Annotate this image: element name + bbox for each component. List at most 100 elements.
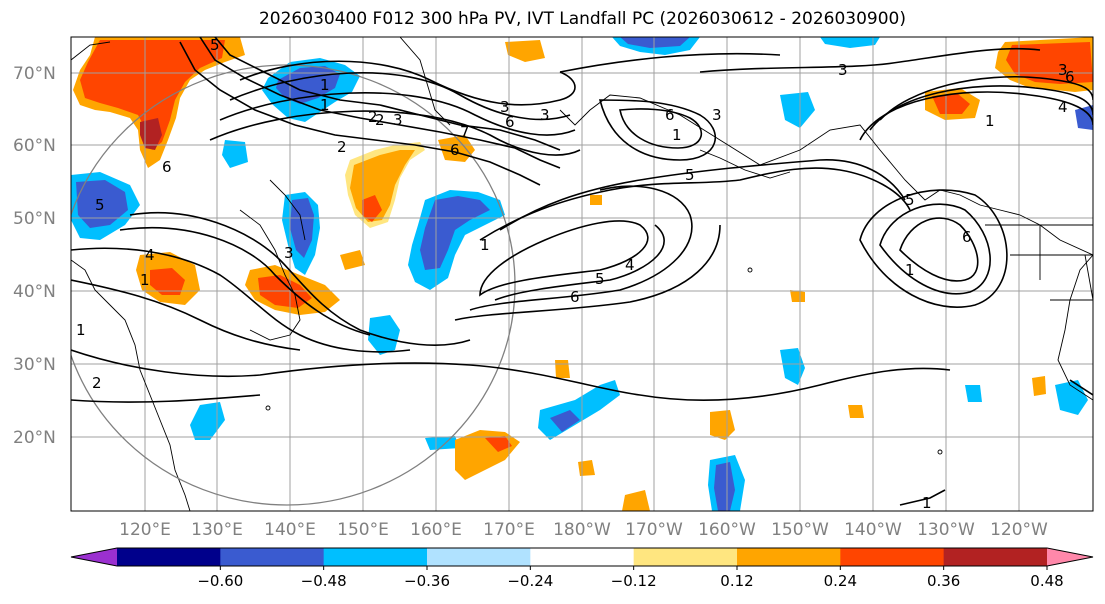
contour-label: 2: [375, 111, 385, 129]
contour-label: 3: [540, 106, 550, 124]
contour-label: 1: [320, 76, 330, 94]
fill-positive-core: [932, 94, 970, 114]
colorbar: −0.60 −0.48 −0.36 −0.24 −0.12 0.12 0.24 0.36 0.4…: [70, 547, 1094, 590]
colorbar-tick-label: 0.48: [1030, 572, 1063, 590]
fill-negative-region: [1075, 105, 1093, 130]
colorbar-outline: [70, 547, 1094, 567]
contour-label: 6: [570, 288, 580, 306]
fill-negative-region: [780, 348, 805, 385]
colorbar-segment: [840, 548, 945, 566]
colorbar-tick-label: −0.12: [611, 572, 657, 590]
colorbar-tick-label: −0.60: [197, 572, 243, 590]
contour-label: 1: [985, 112, 995, 130]
colorbar-extend-high: [1047, 548, 1093, 566]
colorbar-segment: [633, 548, 738, 566]
lon-label: 120°E: [119, 520, 171, 540]
map-content: 5 6 1 2 3 3 6 3 2 6 1 7 6 5 3 5 1 6 4 3 …: [71, 36, 1093, 512]
fill-negative-region: [190, 402, 225, 440]
lon-label: 160°E: [410, 520, 462, 540]
lon-label: 120°W: [990, 520, 1048, 540]
lat-label-20n: 20°N: [13, 428, 56, 448]
fill-positive-region: [340, 250, 365, 270]
colorbar-tick-label: −0.36: [404, 572, 450, 590]
fill-negative-core: [420, 196, 490, 270]
colorbar-segment: [737, 548, 841, 566]
contour-label: 5: [95, 196, 105, 214]
contour-label: 7: [460, 123, 470, 141]
colorbar-segment: [220, 548, 325, 566]
coastlines: [71, 37, 1093, 511]
contour-label: 2: [368, 108, 378, 126]
fill-negative-region: [820, 37, 880, 48]
fill-positive-region: [1032, 376, 1046, 396]
contour-label: 3: [500, 98, 510, 116]
lon-label: 170°W: [625, 520, 683, 540]
fill-positive-region: [555, 360, 570, 378]
fill-negative-region: [1055, 380, 1088, 415]
fill-positive-region: [790, 290, 805, 302]
fill-negative-core: [76, 180, 128, 228]
fill-positive-core: [150, 268, 185, 295]
contour-label: 5: [905, 191, 915, 209]
map-title: 2026030400 F012 300 hPa PV, IVT Landfall…: [258, 9, 906, 29]
fill-positive-region: [848, 405, 864, 418]
contour-label: 1: [140, 271, 150, 289]
contour-label: 5: [210, 36, 220, 54]
fill-negative-region: [965, 385, 982, 402]
lon-label: 150°E: [337, 520, 389, 540]
lon-label: 160°W: [698, 520, 756, 540]
fill-positive-region: [578, 460, 595, 476]
contour-label: 3: [838, 61, 848, 79]
contour-label: 1: [76, 321, 86, 339]
latitude-labels: 70°N 60°N 50°N 40°N 30°N 20°N: [13, 64, 56, 448]
colorbar-extend-low: [71, 548, 117, 566]
contour-label: 1: [905, 261, 915, 279]
contour-label: 3: [1058, 61, 1068, 79]
contour-label: 4: [145, 246, 155, 264]
fill-negative-region: [780, 92, 815, 128]
fill-negative-region: [222, 140, 248, 168]
lat-label-30n: 30°N: [13, 355, 56, 375]
colorbar-segment: [427, 548, 531, 566]
gridlines: [71, 37, 1093, 511]
contour-labels: 5 6 1 2 3 3 6 3 2 6 1 7 6 5 3 5 1 6 4 3 …: [76, 36, 1075, 512]
contour-label: 3: [712, 106, 722, 124]
pv-contours: [71, 37, 1093, 506]
contour-label: 4: [1058, 98, 1068, 116]
contour-label: 5: [685, 166, 695, 184]
lat-label-70n: 70°N: [13, 64, 56, 84]
fill-negative-core: [714, 462, 735, 511]
lat-label-50n: 50°N: [13, 209, 56, 229]
colorbar-tick-label: −0.48: [301, 572, 347, 590]
contour-label: 6: [162, 158, 172, 176]
fill-positive-core: [80, 40, 225, 150]
contour-label: 3: [284, 244, 294, 262]
fill-negative-region: [425, 436, 460, 450]
fill-positive-region: [710, 410, 735, 440]
fill-negative-core: [290, 198, 314, 258]
lat-label-60n: 60°N: [13, 136, 56, 156]
fill-positive-core: [485, 436, 512, 452]
contour-label: 6: [505, 113, 515, 131]
contour-label: 2: [337, 138, 347, 156]
colorbar-tick-label: 0.36: [927, 572, 960, 590]
fill-negative-core: [620, 37, 690, 48]
reference-circle: [71, 64, 516, 506]
lon-label: 130°E: [191, 520, 243, 540]
contour-label: 2: [92, 374, 102, 392]
contour-label: 6: [962, 228, 972, 246]
contour-label: 6: [665, 106, 675, 124]
fill-positive-region: [590, 195, 602, 205]
lon-label: 130°W: [917, 520, 975, 540]
fill-positive-region: [505, 40, 545, 62]
colorbar-segment: [117, 548, 221, 566]
contour-label: 3: [393, 111, 403, 129]
lon-label: 170°E: [483, 520, 535, 540]
longitude-labels: 120°E 130°E 140°E 150°E 160°E 170°E 180°…: [119, 520, 1048, 540]
colorbar-tick-label: 0.24: [824, 572, 857, 590]
lat-label-40n: 40°N: [13, 282, 56, 302]
contour-label: 1: [922, 494, 932, 512]
lon-label: 140°E: [264, 520, 316, 540]
fill-negative-region: [368, 315, 400, 355]
